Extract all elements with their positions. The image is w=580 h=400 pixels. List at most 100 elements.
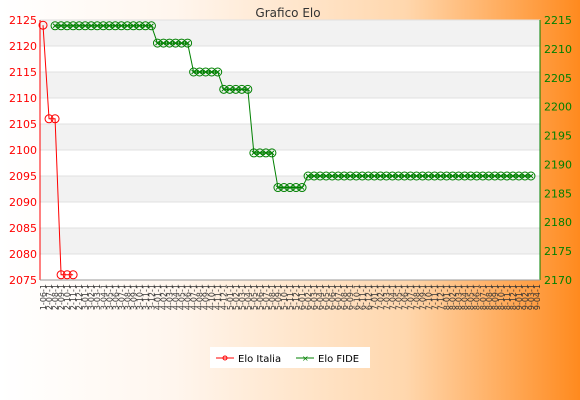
elo-fide-point (195, 67, 205, 77)
elo-fide-point (418, 171, 428, 181)
x-tick-label: 4-01-1 (153, 284, 162, 310)
elo-fide-point (508, 171, 518, 181)
elo-fide-point-x (359, 173, 365, 179)
elo-fide-line (55, 25, 531, 189)
elo-fide-point (140, 21, 150, 31)
elo-fide-point-x (76, 23, 82, 29)
x-tick-label: 4-09-1 (202, 284, 211, 310)
left-tick-label: 2080 (9, 248, 37, 261)
elo-fide-point-x (155, 40, 160, 46)
elo-fide-point (399, 171, 409, 181)
elo-fide-point (231, 84, 241, 94)
elo-fide-point-x (329, 173, 335, 179)
elo-fide-point (158, 38, 168, 48)
right-tick-label: 2200 (544, 101, 572, 114)
elo-fide-point (520, 171, 530, 181)
right-tick-label: 2215 (544, 14, 572, 27)
x-tick-label: 4-04-1 (172, 284, 181, 310)
right-tick-label: 2210 (544, 43, 572, 56)
elo-fide-point (297, 183, 307, 193)
right-y-axis: 2170 2175 2180 2185 2190 2195 2200 2205 2210 2215 (539, 14, 572, 287)
x-tick-label: 6-10-1 (352, 284, 361, 310)
elo-fide-point-x (88, 23, 94, 29)
right-tick-label: 2195 (544, 130, 572, 143)
x-tick-label: 5-06-1 (256, 284, 265, 310)
elo-fide-point (237, 84, 247, 94)
elo-fide-point-x (444, 173, 449, 179)
elo-fide-point (327, 171, 337, 181)
x-tick-label: 7-07-1 (406, 284, 415, 310)
x-tick-label: 4-12-1 (220, 284, 229, 310)
x-tick-label: 8-07-1 (479, 284, 488, 310)
left-tick-label: 2095 (9, 170, 37, 183)
x-tick-label: 7-02-1 (376, 284, 385, 310)
elo-fide-point-x (384, 173, 389, 179)
elo-fide-point-x (52, 23, 58, 29)
x-tick-label: 7-01-1 (370, 284, 379, 310)
x-tick-label: 6-09-1 (346, 284, 355, 310)
elo-fide-point-x (209, 69, 215, 75)
elo-fide-point (104, 21, 114, 31)
x-tick-label: 2-10-1 (63, 284, 72, 310)
elo-fide-point-x (456, 173, 462, 179)
elo-fide-point-x (191, 69, 196, 75)
elo-fide-point (98, 21, 108, 31)
elo-fide-point (68, 21, 78, 31)
elo-fide-point-x (82, 23, 88, 29)
elo-fide-point (152, 38, 162, 48)
grid-band (40, 202, 540, 228)
elo-fide-point (249, 148, 259, 158)
elo-fide-point-x (528, 173, 534, 179)
elo-fide-point (255, 148, 265, 158)
x-axis: 1-06-12-07-12-08-12-09-12-10-12-11-12-12… (39, 279, 542, 310)
x-tick-label: 6-12-1 (364, 284, 373, 310)
plot-background (40, 19, 540, 281)
elo-fide-point (207, 67, 217, 77)
left-tick-label: 2120 (9, 40, 37, 53)
x-tick-label: 2-12-1 (75, 284, 84, 310)
elo-fide-point-x (58, 23, 64, 29)
left-tick-label: 2110 (9, 92, 37, 105)
elo-fide-point (424, 171, 434, 181)
elo-fide-point (345, 171, 355, 181)
x-tick-label: 3-06-1 (111, 284, 120, 310)
elo-fide-point (303, 171, 313, 181)
x-tick-label: 4-07-1 (190, 284, 199, 310)
elo-fide-point (116, 21, 126, 31)
elo-fide-point (273, 183, 283, 193)
elo-fide-point-x (474, 173, 480, 179)
x-tick-label: 4-02-1 (159, 284, 168, 310)
right-tick-label: 2175 (544, 245, 572, 258)
x-tick-label: 2-11-1 (69, 284, 78, 310)
series-elo-fide (50, 21, 536, 193)
elo-fide-point (351, 171, 361, 181)
elo-fide-point (526, 171, 536, 181)
elo-fide-point (490, 171, 500, 181)
x-tick-label: 2-09-1 (57, 284, 66, 310)
elo-fide-point (309, 171, 319, 181)
elo-fide-point-x (239, 86, 245, 92)
x-tick-label: 3-09-1 (129, 284, 138, 310)
grid-band (40, 124, 540, 150)
legend-fide-label: Elo FIDE (318, 354, 359, 365)
elo-fide-point-x (341, 173, 347, 179)
elo-fide-point-x (263, 150, 269, 156)
elo-fide-point (62, 21, 72, 31)
x-tick-label: 3-03-1 (93, 284, 102, 310)
elo-fide-point-x (353, 173, 359, 179)
elo-fide-point (183, 38, 193, 48)
elo-fide-point (165, 38, 175, 48)
elo-fide-point (74, 21, 84, 31)
x-tick-label: 3-11-1 (141, 284, 150, 310)
elo-italia-point (44, 114, 54, 124)
legend-italia-label: Elo Italia (238, 354, 281, 365)
elo-fide-point-x (161, 40, 166, 46)
x-tick-label: 5-10-1 (280, 284, 289, 310)
elo-fide-point-x (269, 150, 275, 156)
elo-fide-point-x (100, 23, 106, 29)
x-tick-label: 2-07-1 (45, 284, 54, 310)
elo-fide-point (448, 171, 458, 181)
elo-fide-point-x (94, 23, 100, 29)
x-tick-label: 4-06-1 (184, 284, 193, 310)
elo-fide-point (219, 84, 229, 94)
